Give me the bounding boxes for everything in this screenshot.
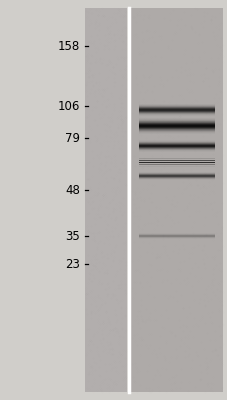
Text: 106: 106 xyxy=(57,100,79,112)
Text: 35: 35 xyxy=(65,230,79,242)
Text: 158: 158 xyxy=(57,40,79,52)
Text: 23: 23 xyxy=(65,258,79,270)
Bar xyxy=(131,8,222,392)
Text: 48: 48 xyxy=(65,184,79,196)
Bar xyxy=(85,8,126,392)
Text: 79: 79 xyxy=(64,132,79,144)
